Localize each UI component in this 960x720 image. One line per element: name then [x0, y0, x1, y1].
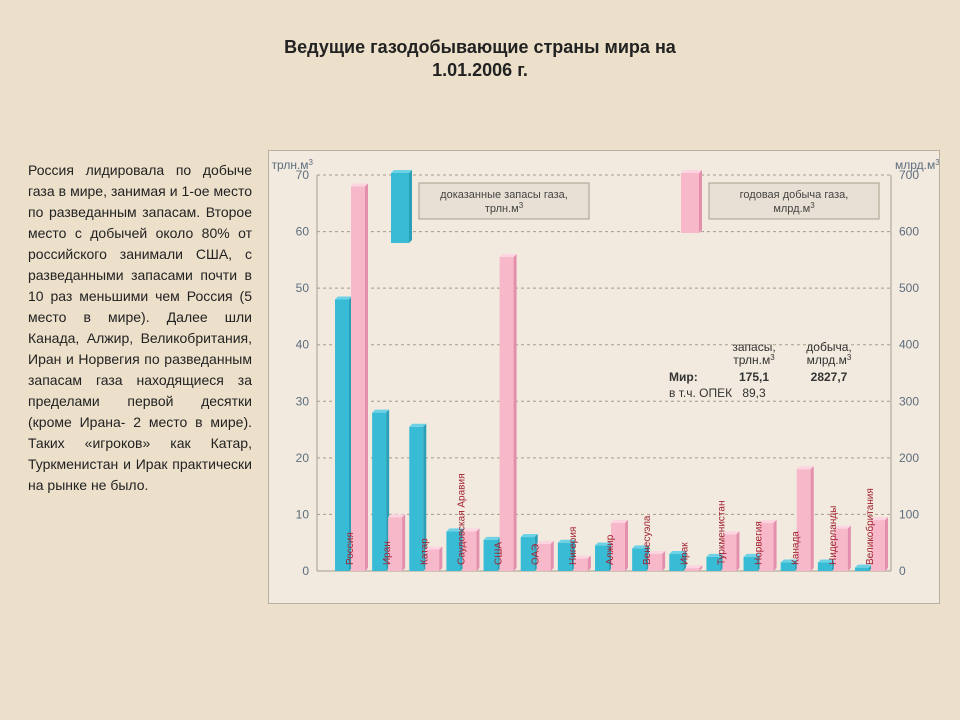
- svg-text:50: 50: [296, 281, 310, 295]
- svg-text:Алжир: Алжир: [605, 534, 616, 565]
- gas-chart: трлн.м3млрд.м301020304050607001002003004…: [268, 150, 940, 604]
- svg-text:США: США: [494, 542, 505, 565]
- svg-text:500: 500: [899, 281, 919, 295]
- svg-text:0: 0: [899, 564, 906, 578]
- svg-text:60: 60: [296, 225, 310, 239]
- svg-text:в т.ч. ОПЕК: в т.ч. ОПЕК: [669, 386, 732, 400]
- chart-svg: трлн.м3млрд.м301020304050607001002003004…: [269, 151, 939, 603]
- svg-text:300: 300: [899, 394, 919, 408]
- svg-text:Канада: Канада: [791, 531, 802, 565]
- description-text: Россия лидировала по добыче газа в мире,…: [28, 160, 252, 496]
- svg-text:Мир:: Мир:: [669, 370, 698, 384]
- svg-text:Великобритания: Великобритания: [864, 488, 876, 565]
- title-line2: 1.01.2006 г.: [432, 60, 528, 80]
- svg-text:запасы,трлн.м3: запасы,трлн.м3: [732, 340, 775, 367]
- svg-text:40: 40: [296, 338, 310, 352]
- svg-text:89,3: 89,3: [742, 386, 766, 400]
- svg-text:Саудовская Аравия: Саудовская Аравия: [456, 473, 467, 565]
- svg-text:Ирак: Ирак: [679, 542, 690, 565]
- svg-text:Россия: Россия: [345, 532, 356, 565]
- svg-text:600: 600: [899, 225, 919, 239]
- svg-text:Иран: Иран: [382, 541, 393, 565]
- svg-text:0: 0: [302, 564, 309, 578]
- svg-text:10: 10: [296, 507, 310, 521]
- svg-text:Нидерланды: Нидерланды: [828, 506, 839, 565]
- svg-text:ОАЭ: ОАЭ: [531, 544, 542, 565]
- svg-text:20: 20: [296, 451, 310, 465]
- svg-text:700: 700: [899, 168, 919, 182]
- svg-text:добыча,млрд.м3: добыча,млрд.м3: [806, 340, 852, 367]
- page-title: Ведущие газодобывающие страны мира на 1.…: [0, 36, 960, 83]
- svg-text:Норвегия: Норвегия: [754, 521, 765, 565]
- svg-text:70: 70: [296, 168, 310, 182]
- title-line1: Ведущие газодобывающие страны мира на: [284, 37, 676, 57]
- svg-text:Нигерия: Нигерия: [568, 527, 579, 565]
- svg-text:Венесуэла: Венесуэла: [642, 515, 653, 565]
- svg-text:100: 100: [899, 507, 919, 521]
- svg-text:200: 200: [899, 451, 919, 465]
- svg-text:400: 400: [899, 338, 919, 352]
- svg-text:2827,7: 2827,7: [811, 370, 848, 384]
- svg-text:175,1: 175,1: [739, 370, 769, 384]
- svg-text:Катар: Катар: [419, 538, 430, 565]
- svg-text:30: 30: [296, 394, 310, 408]
- svg-text:Туркменистан: Туркменистан: [716, 501, 727, 565]
